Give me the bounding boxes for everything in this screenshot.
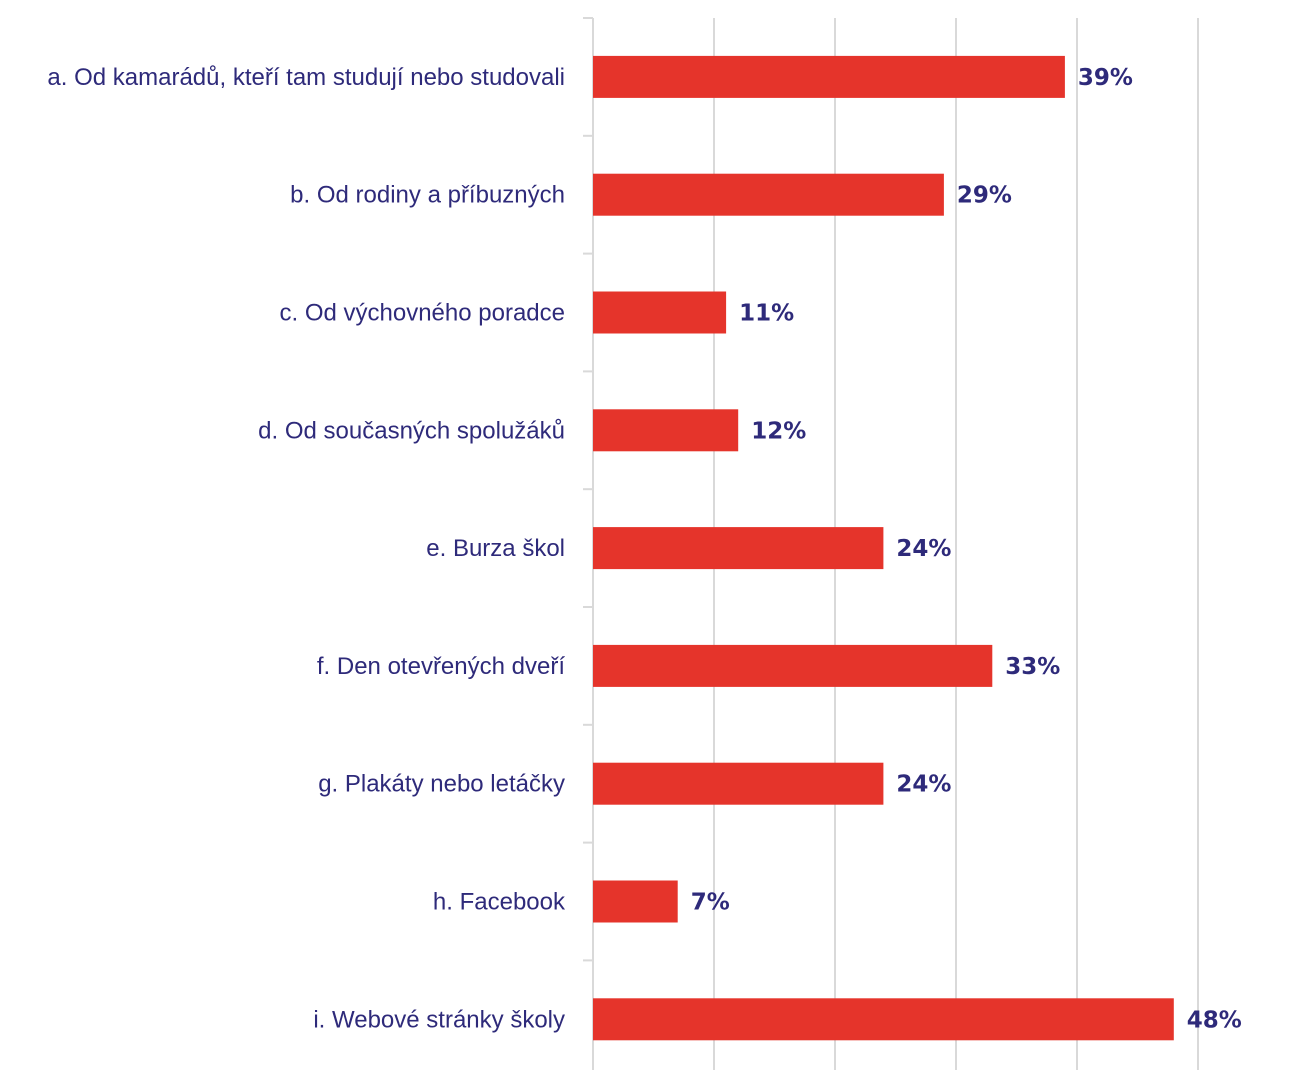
- value-label: 24%: [896, 772, 951, 798]
- bar: [593, 291, 727, 334]
- category-labels: a. Od kamarádů, kteří tam studují nebo s…: [47, 64, 566, 1033]
- category-label: i. Webové stránky školy: [313, 1006, 565, 1033]
- value-label: 24%: [896, 536, 951, 562]
- bars: [593, 55, 1174, 1041]
- value-label: 29%: [957, 183, 1012, 209]
- value-label: 48%: [1187, 1007, 1242, 1033]
- bar: [593, 527, 884, 570]
- category-label: f. Den otevřených dveří: [317, 653, 565, 680]
- category-label: h. Facebook: [433, 889, 566, 916]
- bar: [593, 998, 1174, 1041]
- bar: [593, 880, 678, 923]
- bar: [593, 409, 739, 452]
- bar: [593, 644, 993, 687]
- category-axis: [583, 17, 594, 1070]
- bar: [593, 55, 1065, 98]
- value-label: 11%: [739, 301, 794, 327]
- category-label: a. Od kamarádů, kteří tam studují nebo s…: [47, 64, 565, 91]
- value-label: 33%: [1005, 654, 1060, 680]
- value-label: 39%: [1078, 65, 1133, 91]
- category-label: d. Od současných spolužáků: [258, 417, 565, 444]
- bar: [593, 762, 884, 805]
- bar: [593, 173, 944, 216]
- category-label: g. Plakáty nebo letáčky: [318, 771, 565, 798]
- category-label: b. Od rodiny a příbuzných: [290, 182, 565, 209]
- category-label: c. Od výchovného poradce: [279, 300, 565, 327]
- value-label: 12%: [751, 418, 806, 444]
- value-label: 7%: [691, 890, 730, 916]
- value-labels: 39% 29% 11% 12% 24% 33% 24% 7% 48%: [691, 65, 1242, 1033]
- category-label: e. Burza škol: [426, 535, 565, 562]
